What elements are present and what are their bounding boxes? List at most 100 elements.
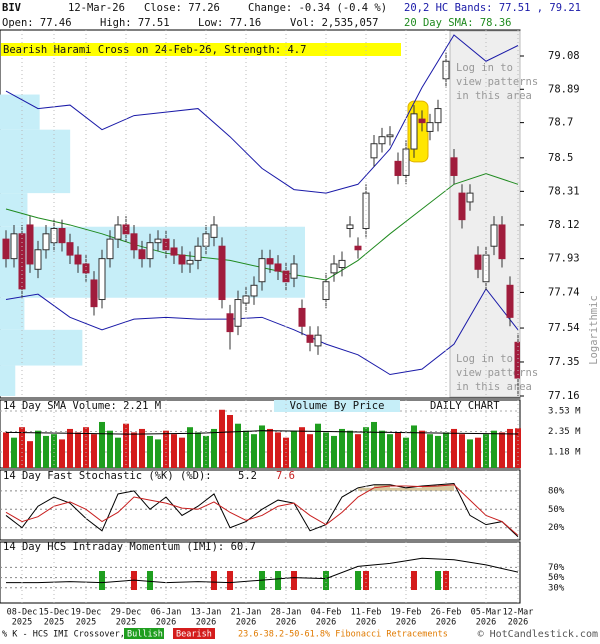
volume-bar [331, 435, 337, 468]
x-tick-year: 2025 [12, 618, 32, 628]
volume-bar [211, 428, 217, 468]
x-tick-label: 28-Jan [271, 608, 302, 618]
x-tick-label: 05-Mar [471, 608, 502, 618]
x-tick-year: 2026 [156, 618, 176, 628]
momentum-panel: 70%50%30% 14 Day HCS Intraday Momentum (I… [0, 541, 565, 604]
candle-body [130, 233, 138, 251]
volume-bar [251, 434, 257, 468]
candle-body [330, 263, 338, 274]
volume-bar [491, 430, 497, 468]
candle-body [490, 224, 498, 247]
vbp-label-bg [274, 400, 400, 412]
y-tick-label: 78.12 [548, 219, 580, 231]
x-tick-label: 15-Dec [39, 608, 70, 618]
y-tick-label: 3.53 M [548, 406, 581, 416]
volume-bar [467, 439, 473, 468]
candle-body [226, 313, 234, 333]
candle-body [146, 242, 154, 260]
volume-bar [11, 437, 17, 468]
volume-bar [499, 432, 505, 468]
y-tick-label: 79.08 [548, 50, 580, 62]
volume-bar [475, 437, 481, 468]
y-tick-label: 77.54 [548, 322, 580, 334]
volume-bar [3, 432, 9, 468]
x-tick-label: 06-Jan [151, 608, 182, 618]
x-tick-label: 12-Mar [503, 608, 534, 618]
volume-bar [227, 414, 233, 468]
symbol: BIV [2, 2, 22, 14]
candle-body [314, 334, 322, 347]
volume-sma [5, 430, 519, 435]
y-tick-label: 78.5 [548, 152, 573, 164]
candle-body [346, 224, 354, 229]
overbought-zone [406, 487, 422, 491]
volume-bar [107, 430, 113, 468]
locked-note: in this area [456, 381, 532, 393]
volume-bar [123, 423, 129, 468]
y-tick-label: 78.89 [548, 83, 580, 95]
candle-body [122, 224, 130, 235]
sma-label: 20 Day SMA: 78.36 [404, 17, 511, 29]
bullish-label: Bullish [127, 630, 163, 640]
candle-body [90, 279, 98, 308]
stochastic-line [5, 482, 519, 538]
volume-bar [315, 423, 321, 468]
y-tick-label: 77.74 [548, 286, 580, 298]
x-tick-year: 2026 [356, 618, 376, 628]
candle-body [234, 299, 242, 327]
candle-body [378, 136, 386, 145]
panel-frame [0, 469, 521, 541]
bullish-signal [435, 571, 441, 590]
candle-body [354, 245, 362, 251]
fibonacci-label: 23.6-38.2-50-61.8% Fibonacci Retracement… [238, 630, 448, 640]
volume-bar [139, 428, 145, 468]
volume-by-price-bar [0, 365, 16, 396]
candle-body [298, 307, 306, 327]
volume-bar [203, 435, 209, 468]
volume-bar [483, 434, 489, 468]
volume-bar [339, 428, 345, 468]
volume-bar [35, 430, 41, 468]
k-value: 5.2 [238, 470, 257, 482]
candle-body [218, 245, 226, 301]
volume-bar [259, 425, 265, 468]
volume-bar [395, 432, 401, 468]
bearish-signal [211, 571, 217, 590]
x-tick-label: 13-Jan [191, 608, 222, 618]
candle-body [274, 263, 282, 272]
volume: Vol: 2,535,057 [290, 17, 379, 29]
momentum-line [6, 557, 519, 584]
y-tick-label: 20% [548, 523, 565, 533]
volume-bar [347, 430, 353, 468]
overbought-zone [422, 485, 438, 491]
candle-body [26, 224, 34, 265]
bearish-signal [291, 571, 297, 590]
volume-bar [83, 427, 89, 468]
volume-bar [275, 432, 281, 468]
candle-body [266, 258, 274, 265]
y-tick-label: 78.31 [548, 185, 580, 197]
candle-body [162, 238, 170, 251]
volume-bar [27, 441, 33, 468]
close: Close: 77.26 [144, 2, 220, 14]
candle-body [394, 160, 402, 176]
candle-body [138, 249, 146, 260]
x-tick-label: 19-Dec [71, 608, 102, 618]
volume-bar [267, 428, 273, 468]
bullish-signal [323, 571, 329, 590]
volume-panel: 3.53 M 2.35 M 1.18 M 14 Day SMA Volume: 2.2… [0, 399, 581, 469]
x-tick-label: 19-Feb [391, 608, 422, 618]
volume-bar [67, 428, 73, 468]
candle-body [426, 122, 434, 132]
banner-bg [1, 43, 401, 56]
date: 12-Mar-26 [68, 2, 125, 14]
volume-bar [131, 432, 137, 468]
candle-body [474, 254, 482, 270]
candle-body [450, 157, 458, 176]
locked-note: Log in to [456, 62, 513, 74]
locked-note: in this area [456, 90, 532, 102]
candle-body [410, 113, 418, 150]
volume-bar [307, 434, 313, 468]
locked-region [449, 30, 521, 398]
bearish-key [173, 628, 215, 639]
